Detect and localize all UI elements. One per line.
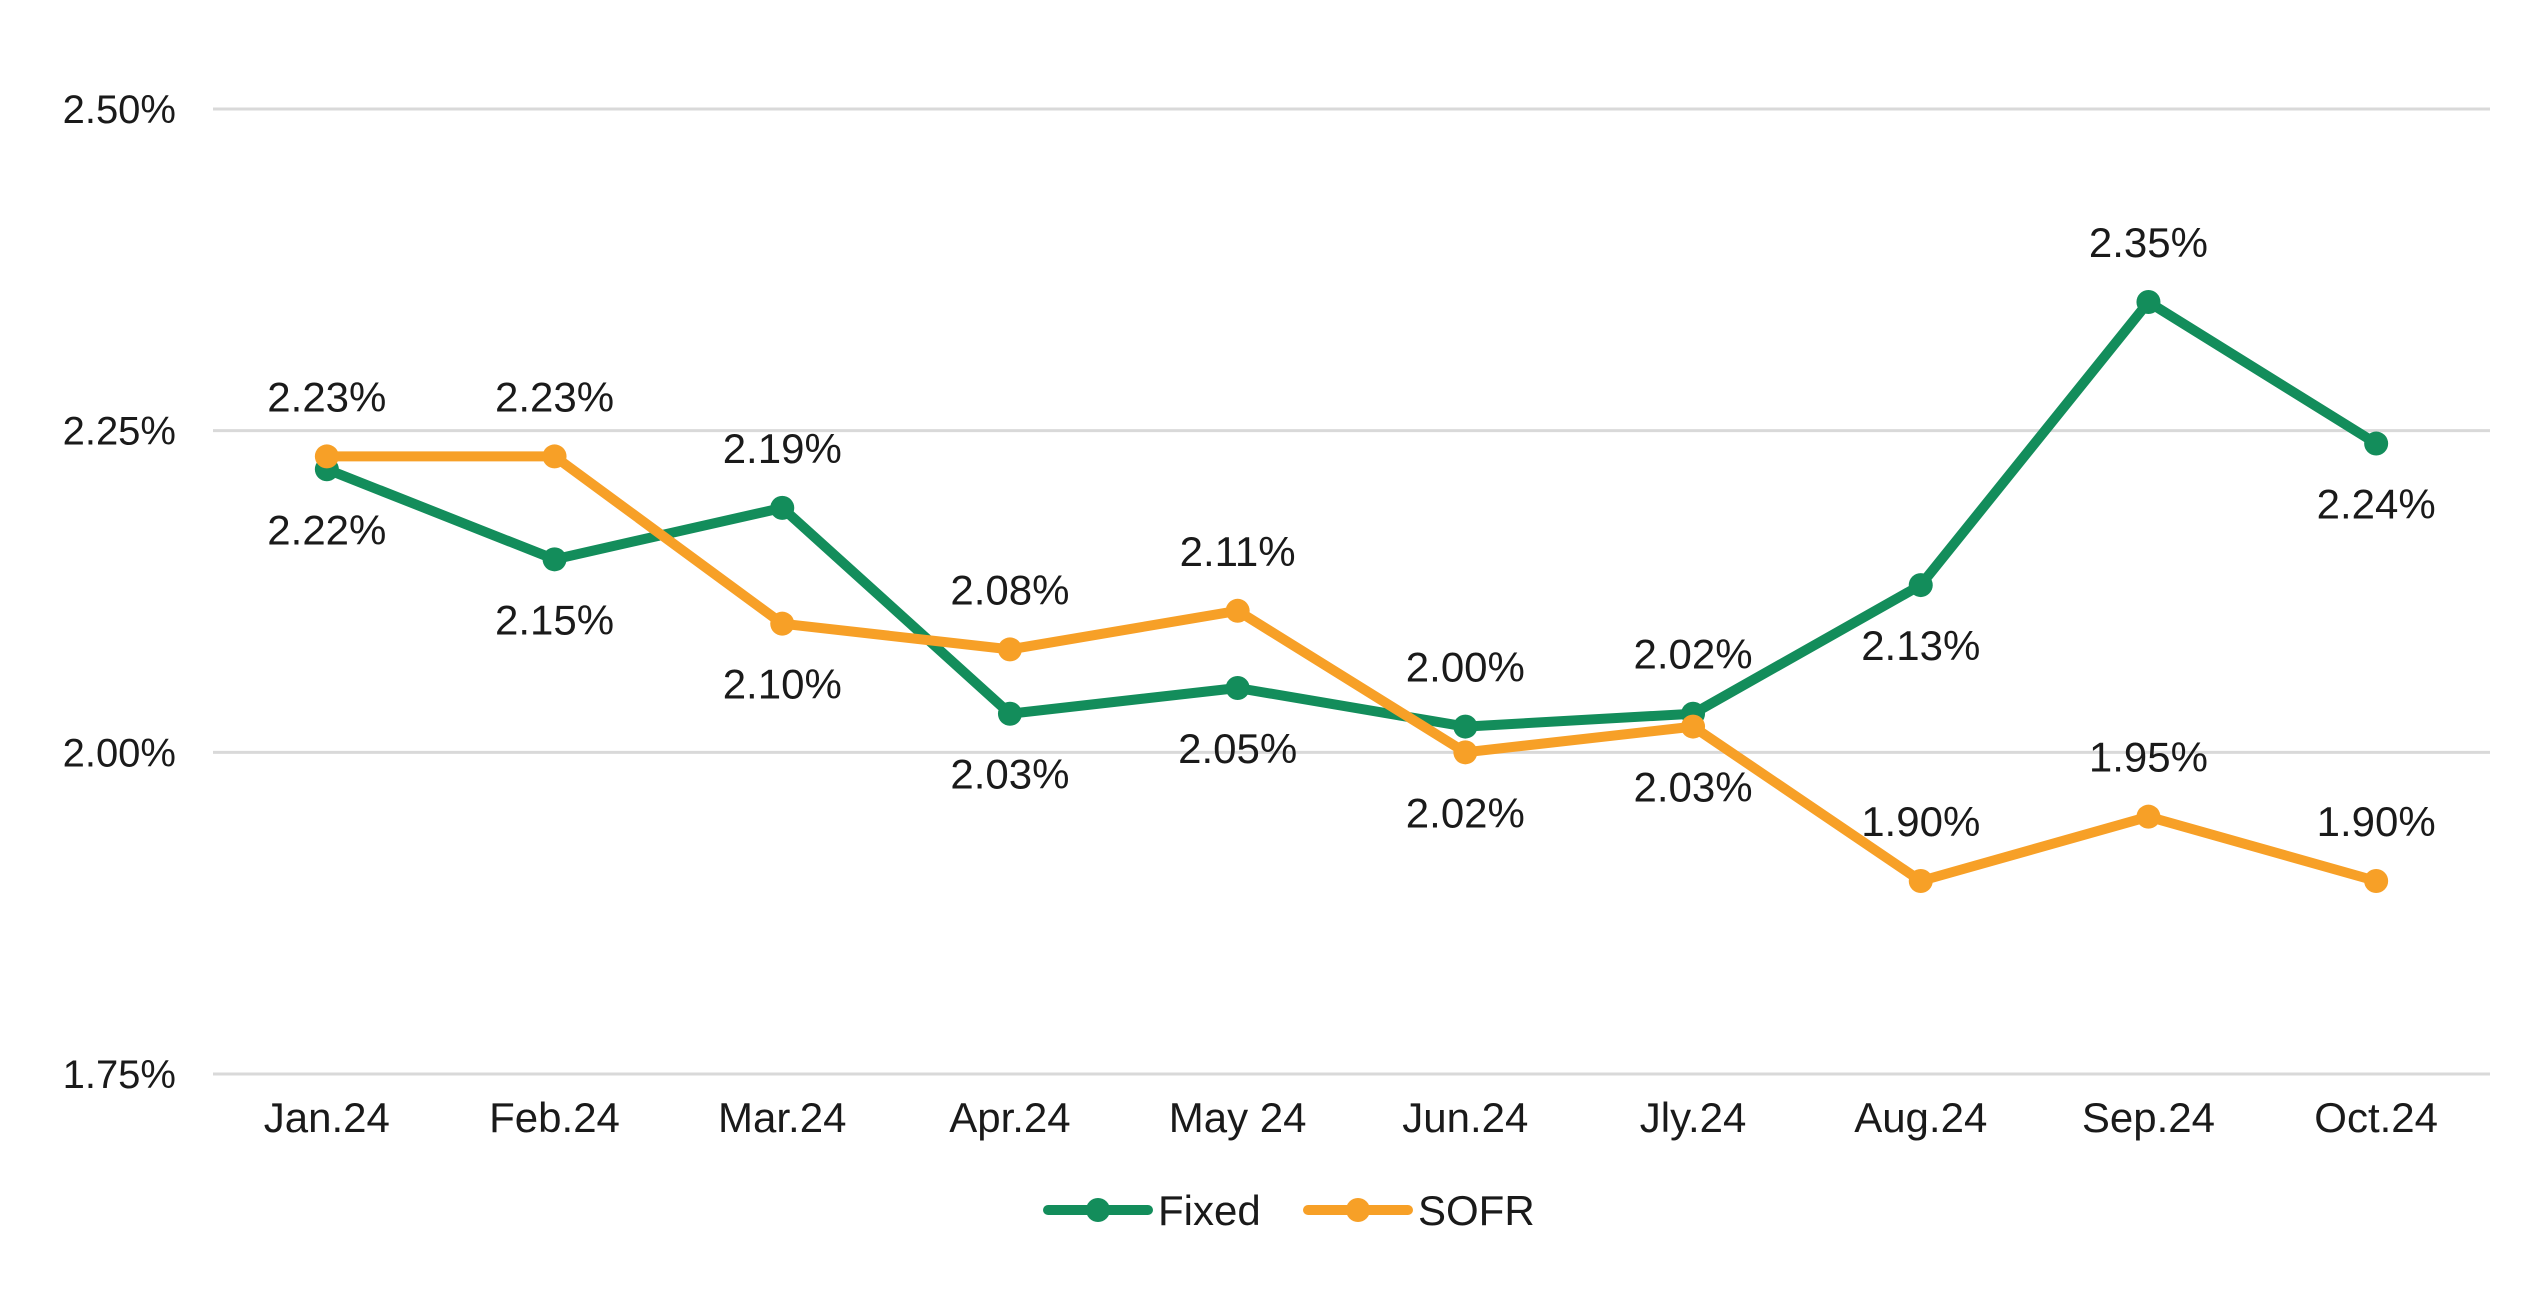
- x-axis-ticks: Jan.24 Feb.24 Mar.24 Apr.24 May 24 Jun.24 Jly.…: [264, 1094, 2438, 1141]
- data-label-fixed: 2.24%: [2317, 481, 2436, 528]
- y-tick-label: 2.25%: [63, 410, 176, 454]
- legend-marker-sofr: [1346, 1198, 1370, 1222]
- data-label-sofr: 1.90%: [1861, 798, 1980, 845]
- data-label-fixed: 2.22%: [267, 506, 386, 553]
- x-tick-label: Jan.24: [264, 1094, 390, 1141]
- data-point-fixed: [542, 547, 567, 572]
- data-point-fixed: [2136, 290, 2161, 314]
- legend-label-sofr: SOFR: [1418, 1187, 1535, 1234]
- x-tick-label: Feb.24: [489, 1094, 620, 1141]
- data-label-fixed: 2.35%: [2089, 219, 2208, 266]
- y-tick-label: 2.00%: [63, 731, 176, 775]
- data-label-sofr: 1.95%: [2089, 734, 2208, 781]
- data-label-sofr: 2.23%: [495, 373, 614, 420]
- legend-marker-fixed: [1086, 1198, 1110, 1222]
- legend: Fixed SOFR: [1043, 1187, 1535, 1234]
- data-point-sofr: [1681, 714, 1706, 739]
- data-point-sofr: [1453, 740, 1478, 765]
- x-tick-label: Oct.24: [2314, 1094, 2438, 1141]
- data-label-fixed: 2.02%: [1634, 631, 1753, 678]
- series-lines: [314, 290, 2389, 893]
- series-line-sofr: [321, 451, 2382, 886]
- x-tick-label: Jun.24: [1402, 1094, 1528, 1141]
- data-label-sofr: 1.90%: [2317, 798, 2436, 845]
- data-label-fixed: 2.19%: [723, 425, 842, 472]
- data-label-fixed: 2.03%: [950, 751, 1069, 798]
- y-axis-ticks: 1.75% 2.00% 2.25% 2.50%: [63, 88, 176, 1097]
- data-point-fixed: [1453, 714, 1478, 739]
- x-tick-label: May 24: [1169, 1094, 1307, 1141]
- data-label-sofr: 2.03%: [1634, 764, 1753, 811]
- x-tick-label: Aug.24: [1854, 1094, 1987, 1141]
- data-label-sofr: 2.11%: [1180, 528, 1296, 575]
- data-point-sofr: [770, 611, 795, 636]
- data-label-sofr: 2.08%: [950, 566, 1069, 613]
- legend-label-fixed: Fixed: [1158, 1187, 1261, 1234]
- data-label-sofr: 2.23%: [267, 373, 386, 420]
- y-tick-label: 2.50%: [63, 88, 176, 132]
- gridlines: [213, 107, 2490, 1076]
- series-line-fixed: [321, 297, 2382, 732]
- data-point-fixed: [2364, 431, 2389, 456]
- data-point-sofr: [1908, 869, 1933, 893]
- data-label-fixed: 2.15%: [495, 596, 614, 643]
- data-label-fixed: 2.05%: [1178, 725, 1297, 772]
- data-point-sofr: [1225, 598, 1250, 623]
- data-label-fixed: 2.00%: [1406, 644, 1525, 691]
- data-point-sofr: [997, 637, 1022, 662]
- x-tick-label: Mar.24: [718, 1094, 846, 1141]
- data-point-sofr: [2364, 869, 2389, 893]
- data-point-sofr: [542, 444, 567, 469]
- data-label-sofr: 2.02%: [1406, 789, 1525, 836]
- data-point-fixed: [997, 701, 1022, 726]
- x-tick-label: Apr.24: [949, 1094, 1070, 1141]
- data-labels: 2.22% 2.15% 2.19% 2.03% 2.05% 2.00% 2.02% 2.13%…: [267, 219, 2435, 845]
- data-point-sofr: [314, 444, 339, 469]
- data-label-fixed: 2.13%: [1861, 622, 1980, 669]
- x-tick-label: Sep.24: [2082, 1094, 2215, 1141]
- y-tick-label: 1.75%: [63, 1053, 176, 1097]
- data-point-fixed: [770, 495, 795, 520]
- x-tick-label: Jly.24: [1640, 1094, 1747, 1141]
- data-point-fixed: [1908, 573, 1933, 598]
- data-point-fixed: [1225, 676, 1250, 700]
- data-point-sofr: [2136, 804, 2161, 829]
- data-label-sofr: 2.10%: [723, 661, 842, 708]
